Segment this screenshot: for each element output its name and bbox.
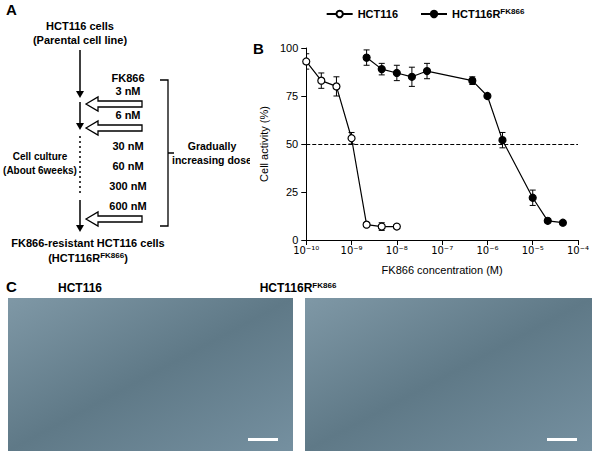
svg-text:HCT116R: HCT116R [452,8,500,20]
svg-text:FK866: FK866 [111,72,144,84]
svg-text:FK866-resistant HCT116 cells: FK866-resistant HCT116 cells [11,237,164,249]
svg-text:HCT116: HCT116 [58,281,102,295]
svg-text:10⁻¹⁰: 10⁻¹⁰ [293,245,319,256]
svg-text:100: 100 [280,42,298,54]
svg-text:10⁻⁸: 10⁻⁸ [386,245,408,256]
svg-text:A: A [6,1,17,18]
svg-text:25: 25 [286,186,298,198]
svg-text:30 nM: 30 nM [112,140,143,152]
svg-text:300 nM: 300 nM [109,180,146,192]
svg-text:6 nM: 6 nM [115,109,140,121]
svg-text:10⁻⁶: 10⁻⁶ [476,245,498,256]
svg-text:75: 75 [286,90,298,102]
svg-text:C: C [6,278,17,295]
svg-text:0: 0 [292,234,299,246]
svg-text:50: 50 [286,138,298,150]
svg-text:10⁻⁵: 10⁻⁵ [522,245,544,256]
svg-text:HCT116: HCT116 [358,8,398,20]
svg-text:HCT116RFK866: HCT116RFK866 [260,281,337,295]
svg-text:HCT116 cells: HCT116 cells [46,20,114,32]
svg-text:3 nM: 3 nM [115,85,140,97]
svg-text:10⁻⁴: 10⁻⁴ [567,245,589,256]
svg-text:Cell culture: Cell culture [13,151,68,162]
svg-text:60 nM: 60 nM [112,160,143,172]
svg-text:(About 6weeks): (About 6weeks) [3,165,77,176]
svg-text:(HCT116RFK866): (HCT116RFK866) [48,251,128,264]
svg-text:Cell activity (%): Cell activity (%) [258,106,270,182]
svg-text:10⁻⁷: 10⁻⁷ [431,245,453,256]
svg-text:FK866 concentration (M): FK866 concentration (M) [382,264,503,276]
svg-text:10⁻⁹: 10⁻⁹ [341,245,363,256]
html-text:B: B [253,40,264,57]
svg-text:increasing dose: increasing dose [172,154,250,166]
svg-text:Gradually: Gradually [188,140,237,152]
svg-text:FK866: FK866 [500,7,525,16]
svg-text:(Parental cell line): (Parental cell line) [33,34,127,46]
svg-text:600 nM: 600 nM [109,200,146,212]
